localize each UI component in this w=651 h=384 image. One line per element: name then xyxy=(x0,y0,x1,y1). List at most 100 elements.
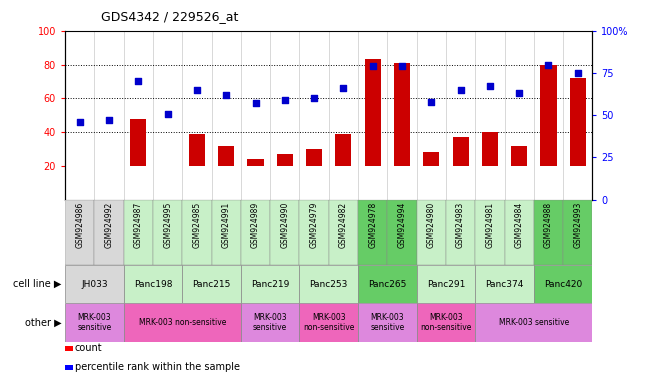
Bar xyxy=(124,303,241,342)
Bar xyxy=(124,200,153,265)
Bar xyxy=(94,200,124,265)
Bar xyxy=(446,200,475,265)
Bar xyxy=(277,154,293,166)
Bar xyxy=(534,200,563,265)
Text: GSM924994: GSM924994 xyxy=(398,202,406,248)
Text: GSM924988: GSM924988 xyxy=(544,202,553,248)
Text: GSM924984: GSM924984 xyxy=(515,202,523,248)
Text: Panc420: Panc420 xyxy=(544,280,582,289)
Bar xyxy=(65,303,124,342)
Text: GSM924993: GSM924993 xyxy=(574,202,582,248)
Bar xyxy=(130,119,146,166)
Text: GDS4342 / 229526_at: GDS4342 / 229526_at xyxy=(101,10,238,23)
Bar xyxy=(189,134,205,166)
Text: cell line ▶: cell line ▶ xyxy=(14,279,62,289)
Point xyxy=(396,63,408,69)
Text: GSM924992: GSM924992 xyxy=(105,202,113,248)
Text: MRK-003
non-sensitive: MRK-003 non-sensitive xyxy=(421,313,471,332)
Point xyxy=(543,61,553,68)
Text: GSM924995: GSM924995 xyxy=(163,202,172,248)
Point xyxy=(163,111,173,117)
Text: MRK-003
non-sensitive: MRK-003 non-sensitive xyxy=(303,313,354,332)
Point xyxy=(191,87,202,93)
Bar xyxy=(247,159,264,166)
Bar xyxy=(511,146,527,166)
Bar xyxy=(365,60,381,166)
Bar xyxy=(505,200,534,265)
Text: GSM924991: GSM924991 xyxy=(222,202,230,248)
Bar xyxy=(358,200,387,265)
Text: Panc253: Panc253 xyxy=(310,280,348,289)
Point xyxy=(426,99,436,105)
Bar xyxy=(299,200,329,265)
Text: GSM924978: GSM924978 xyxy=(368,202,377,248)
Text: Panc198: Panc198 xyxy=(133,280,173,289)
Bar xyxy=(570,78,586,166)
Bar xyxy=(423,152,439,166)
Text: Panc219: Panc219 xyxy=(251,280,289,289)
Bar xyxy=(65,265,124,303)
Bar xyxy=(299,303,358,342)
Text: Panc215: Panc215 xyxy=(193,280,230,289)
Text: GSM924979: GSM924979 xyxy=(310,202,318,248)
Text: MRK-003 non-sensitive: MRK-003 non-sensitive xyxy=(139,318,226,327)
Text: count: count xyxy=(75,343,102,353)
Text: GSM924985: GSM924985 xyxy=(193,202,201,248)
Bar xyxy=(299,265,358,303)
Bar xyxy=(65,200,94,265)
Point xyxy=(514,90,524,96)
Bar xyxy=(475,265,534,303)
Text: GSM924987: GSM924987 xyxy=(134,202,143,248)
Bar xyxy=(124,265,182,303)
Bar xyxy=(306,149,322,166)
Text: GSM924986: GSM924986 xyxy=(76,202,84,248)
Bar xyxy=(241,200,270,265)
Bar xyxy=(387,200,417,265)
Bar xyxy=(358,303,417,342)
Text: GSM924982: GSM924982 xyxy=(339,202,348,248)
Point xyxy=(339,85,349,91)
Bar xyxy=(452,137,469,166)
Text: GSM924980: GSM924980 xyxy=(427,202,436,248)
Text: MRK-003
sensitive: MRK-003 sensitive xyxy=(370,313,404,332)
Bar xyxy=(241,303,299,342)
Bar xyxy=(153,200,182,265)
Bar xyxy=(475,303,592,342)
Bar xyxy=(540,65,557,166)
Text: Panc265: Panc265 xyxy=(368,280,406,289)
Point xyxy=(280,97,290,103)
Bar xyxy=(270,200,299,265)
Bar xyxy=(563,200,592,265)
Point xyxy=(367,63,378,69)
Point xyxy=(104,117,115,123)
Text: MRK-003
sensitive: MRK-003 sensitive xyxy=(77,313,111,332)
Bar xyxy=(417,265,475,303)
Bar xyxy=(534,265,592,303)
Bar xyxy=(212,200,241,265)
Text: MRK-003
sensitive: MRK-003 sensitive xyxy=(253,313,287,332)
Bar xyxy=(218,146,234,166)
Text: other ▶: other ▶ xyxy=(25,318,62,328)
Bar xyxy=(394,63,410,166)
Point xyxy=(309,95,319,101)
Bar xyxy=(241,265,299,303)
Bar xyxy=(358,265,417,303)
Point xyxy=(484,83,495,89)
Point xyxy=(250,100,260,106)
Bar xyxy=(329,200,358,265)
Text: Panc374: Panc374 xyxy=(486,280,523,289)
Bar xyxy=(182,265,241,303)
Point xyxy=(133,78,143,84)
Text: GSM924983: GSM924983 xyxy=(456,202,465,248)
Bar xyxy=(475,200,505,265)
Text: Panc291: Panc291 xyxy=(427,280,465,289)
Text: percentile rank within the sample: percentile rank within the sample xyxy=(75,362,240,372)
Text: GSM924981: GSM924981 xyxy=(486,202,494,248)
Bar xyxy=(482,132,498,166)
Bar xyxy=(182,200,212,265)
Bar xyxy=(417,200,446,265)
Point xyxy=(74,119,85,125)
Bar xyxy=(417,303,475,342)
Text: GSM924990: GSM924990 xyxy=(281,202,289,248)
Point xyxy=(221,92,232,98)
